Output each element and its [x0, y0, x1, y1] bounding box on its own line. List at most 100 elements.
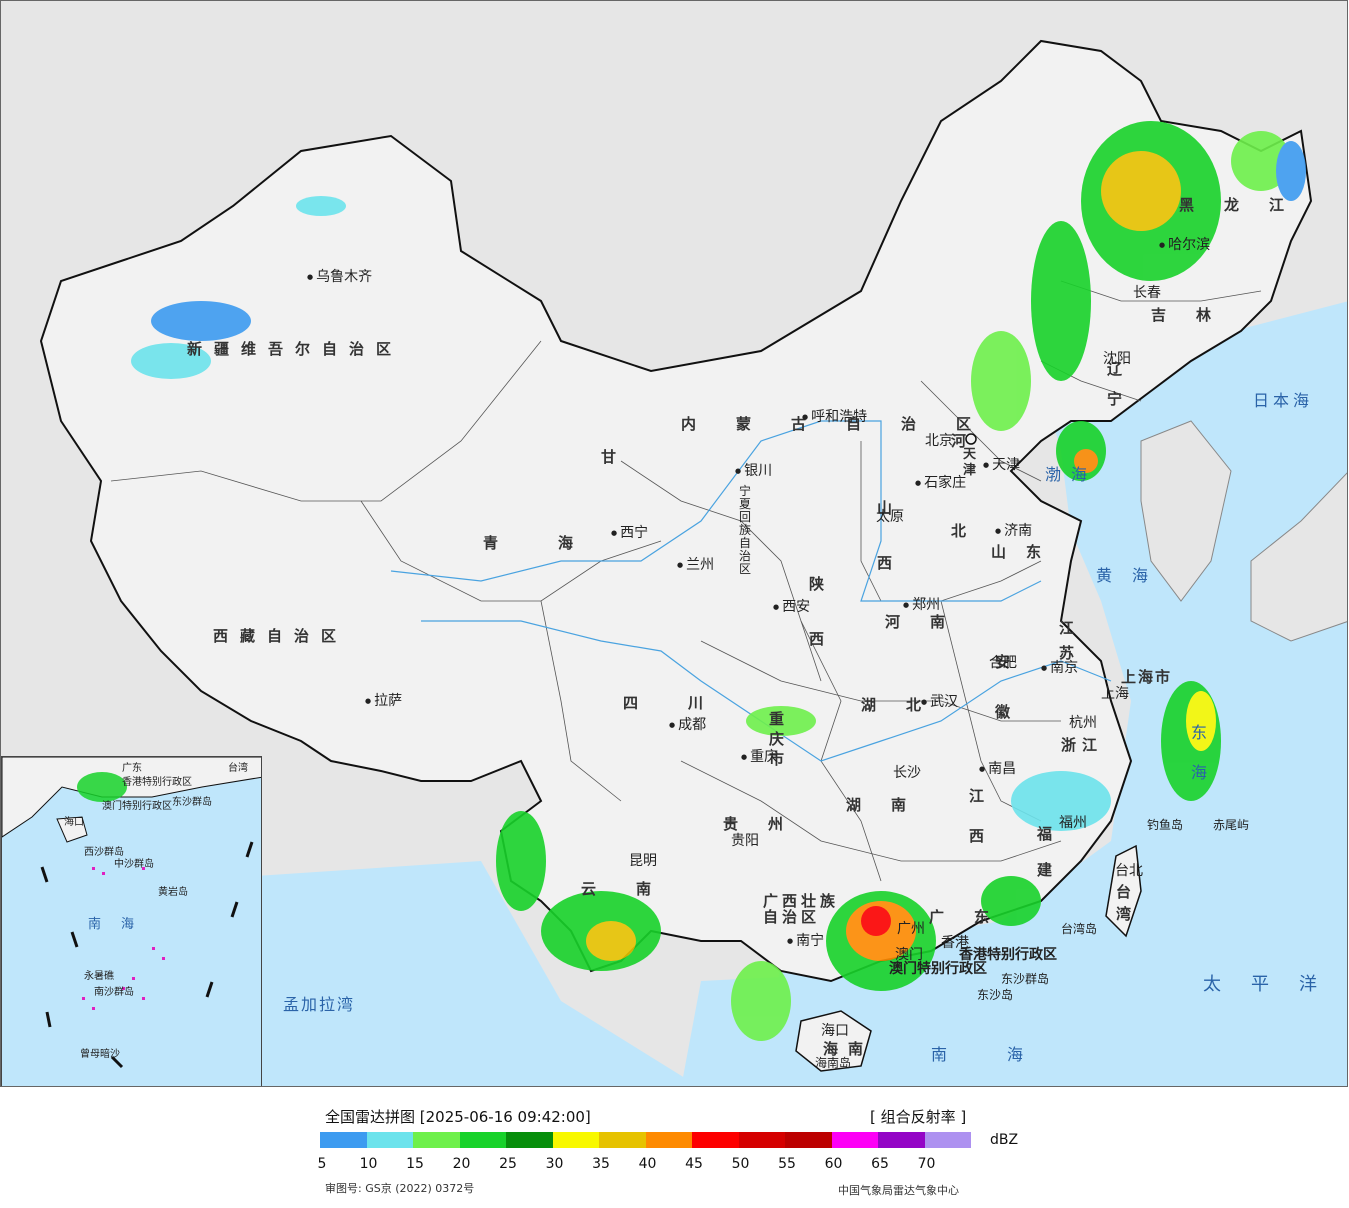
- legend-swatch: [366, 1132, 413, 1148]
- inset-label-hongkong: 香港特别行政区: [122, 777, 192, 788]
- ocean-bengal: [141, 861, 698, 1086]
- city-chongqing: 重庆: [741, 749, 778, 765]
- region-label-jiangsu: 江苏: [1059, 619, 1075, 662]
- legend-tick-label: 60: [824, 1156, 843, 1172]
- city-xianggang: 香港: [941, 935, 969, 951]
- inset-label-nanhai: 南海: [88, 917, 155, 932]
- city-shijiazhuang: 石家庄: [915, 475, 966, 491]
- sea-south: 南海: [931, 1045, 1084, 1064]
- city-wuhan: 武汉: [921, 694, 958, 710]
- region-label-sichuan: 四川: [623, 694, 754, 712]
- city-jinan: 济南: [995, 523, 1032, 539]
- region-label-hubei: 湖北: [861, 696, 952, 714]
- city-nanchang: 南昌: [979, 761, 1016, 777]
- region-label-hebei: 河北: [951, 432, 967, 540]
- region-label-shanxi: 山西: [877, 499, 893, 572]
- inset-dashed-line: [40, 841, 254, 1069]
- inset-label-taiwan: 台湾: [228, 763, 248, 774]
- city-xian: 西安: [773, 599, 810, 615]
- island-hainan-dao: 海南岛: [815, 1056, 852, 1070]
- sea-bohai: 渤海: [1045, 465, 1098, 484]
- sea-yellow: 黄海: [1096, 566, 1169, 585]
- city-aomen: 澳门: [895, 947, 923, 963]
- sea-bengal: 孟加拉湾: [283, 995, 356, 1014]
- legend-unit: dBZ: [990, 1132, 1019, 1148]
- region-label-heilongjiang: 黑龙江: [1179, 196, 1315, 214]
- city-beijing: 北京: [925, 433, 953, 449]
- city-shenyang: 沈阳: [1103, 351, 1131, 367]
- inset-label-zhongsha: 中沙群岛: [114, 859, 154, 870]
- legend-color-bar: [320, 1132, 971, 1148]
- city-changchun: 长春: [1133, 285, 1161, 301]
- inset-label-haikou: 海口: [64, 817, 84, 828]
- legend-tick-label: 25: [499, 1156, 517, 1172]
- region-label-shanghai: 上海市: [1121, 668, 1173, 686]
- inset-label-zengmu: 曾母暗沙: [80, 1049, 120, 1060]
- island-dongsha-qundao: 东沙群岛: [1001, 972, 1050, 986]
- region-label-zhejiang: 浙江: [1061, 736, 1104, 754]
- inset-echo: [77, 772, 127, 802]
- inset-hainan: [56, 816, 88, 843]
- legend-swatch: [692, 1132, 739, 1148]
- inset-land: [2, 757, 261, 838]
- region-label-gansu: 甘: [601, 448, 629, 466]
- region-label-shandong: 山东: [991, 543, 1062, 561]
- region-label-xinjiang: 新疆维吾尔自治区: [187, 340, 404, 358]
- region-label-guangxi: 广西壮族自治区: [763, 892, 840, 926]
- legend-swatch: [831, 1132, 878, 1148]
- region-label-tianjin: 天津: [963, 447, 977, 478]
- city-urumqi: 乌鲁木齐: [307, 269, 372, 285]
- city-guiyang: 贵阳: [731, 833, 759, 849]
- legend-product: [ 组合反射率 ]: [870, 1108, 967, 1126]
- sea-japan: 日本海: [1253, 391, 1314, 410]
- inset-islands: [82, 867, 165, 1010]
- region-label-hainan: 海南: [823, 1040, 874, 1058]
- legend-swatch: [924, 1132, 971, 1148]
- region-label-ningxia: 宁夏回族自治区: [739, 484, 752, 576]
- sea-east: 东海: [1191, 723, 1208, 782]
- inset-label-guangdong: 广东: [122, 763, 142, 774]
- city-taibei: 台北: [1115, 863, 1143, 879]
- radar-map: 新疆维吾尔自治区 西藏自治区 青海 甘 四川 云南 贵州 广西壮族自治区 广东 …: [0, 0, 1348, 1087]
- region-label-macao: 澳门特别行政区: [889, 961, 987, 977]
- legend-tick-label: 35: [592, 1156, 610, 1172]
- city-taiyuan: 太原: [876, 509, 904, 525]
- region-label-jiangxi: 江西: [969, 787, 985, 845]
- korea-land: [1140, 420, 1232, 602]
- legend-tick-label: 65: [871, 1156, 889, 1172]
- island-diaoyu: 钓鱼岛: [1147, 818, 1184, 832]
- inset-label-yongshu: 永暑礁: [84, 971, 114, 982]
- japan-land: [1250, 472, 1347, 642]
- city-hangzhou: 杭州: [1069, 715, 1097, 731]
- legend-panel: 全国雷达拼图 [2025-06-16 09:42:00] [ 组合反射率 ] 5…: [0, 1088, 1349, 1208]
- legend-swatch: [738, 1132, 785, 1148]
- region-label-guangdong: 广东: [929, 908, 1020, 926]
- legend-tick-label: 5: [317, 1156, 327, 1172]
- region-label-shaanxi: 陕西: [809, 575, 825, 648]
- legend-swatch: [599, 1132, 646, 1148]
- hainan-island: [795, 1010, 872, 1072]
- legend-tick-label: 45: [685, 1156, 703, 1172]
- legend-swatch: [552, 1132, 599, 1148]
- legend-tick-label: 40: [638, 1156, 657, 1172]
- region-label-henan: 河南: [885, 613, 976, 631]
- legend-tick-label: 15: [406, 1156, 424, 1172]
- source-credit: 中国气象局雷达气象中心: [838, 1184, 959, 1197]
- region-label-fujian: 福建: [1037, 825, 1053, 879]
- city-hefei: 合肥: [989, 655, 1017, 671]
- city-lanzhou: 兰州: [677, 557, 714, 573]
- city-nanning: 南宁: [787, 933, 824, 949]
- legend-swatch: [878, 1132, 925, 1148]
- city-nanjing: 南京: [1041, 660, 1078, 676]
- city-chengdu: 成都: [669, 717, 706, 733]
- island-chiwei: 赤尾屿: [1213, 818, 1250, 832]
- sea-pacific: 太平洋: [1203, 974, 1347, 995]
- inset-label-huangyan: 黄岩岛: [158, 887, 188, 898]
- city-shanghai: 上海: [1101, 686, 1129, 702]
- city-yinchuan: 银川: [735, 463, 772, 479]
- legend-swatch: [506, 1132, 553, 1148]
- city-haerbin: 哈尔滨: [1159, 237, 1210, 253]
- island-dongsha-dao: 东沙岛: [977, 988, 1014, 1002]
- radar-echoes: [131, 121, 1306, 1041]
- legend-tick-label: 30: [545, 1156, 564, 1172]
